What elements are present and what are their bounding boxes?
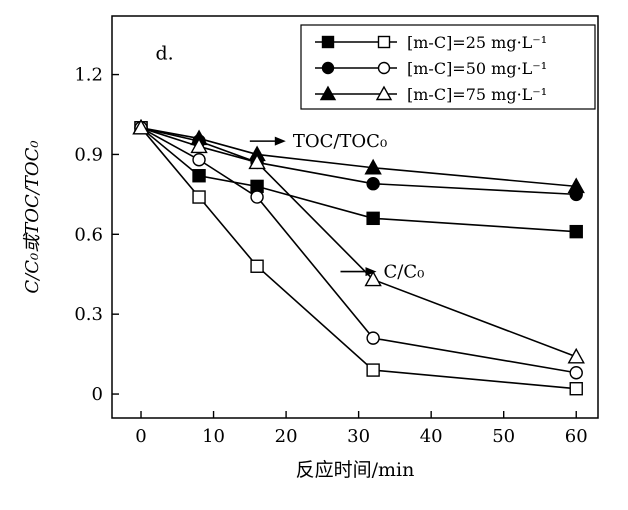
open-square-marker	[366, 363, 380, 377]
filled-square-marker	[569, 224, 583, 239]
open-square-marker	[377, 35, 391, 49]
open-triangle-marker	[190, 137, 208, 154]
x-tick-label: 30	[347, 426, 370, 447]
y-tick-label: 0.3	[74, 304, 103, 325]
axis-titles: 反应时间/min C/C₀或TOC/TOC₀	[22, 140, 414, 481]
annotation-arrowhead	[365, 267, 377, 277]
filled-triangle-marker	[319, 85, 337, 101]
x-axis-title: 反应时间/min	[296, 459, 415, 481]
filled-square-marker	[366, 211, 380, 226]
legend-label: [m-C]=75 mg·L⁻¹	[407, 85, 547, 104]
open-circle-marker	[377, 61, 391, 75]
open-triangle-marker	[364, 270, 382, 287]
y-tick-label: 0.9	[74, 144, 103, 165]
legend-label: [m-C]=50 mg·L⁻¹	[407, 59, 547, 78]
open-circle-marker	[250, 190, 264, 204]
open-circle-marker	[192, 153, 206, 167]
x-tick-label: 10	[202, 426, 225, 447]
open-square-marker	[250, 259, 264, 273]
series-triangle-open	[132, 118, 585, 364]
filled-triangle-marker	[364, 158, 382, 175]
x-tick-label: 0	[135, 426, 146, 447]
series-circle-open	[134, 121, 583, 380]
filled-circle-marker	[366, 177, 380, 191]
y-axis: 0 0.3 0.6 0.9 1.2	[74, 65, 119, 405]
x-tick-label: 60	[565, 426, 588, 447]
annotation-text: C/C₀	[383, 262, 424, 283]
open-triangle-marker	[248, 153, 266, 170]
y-tick-label: 0.6	[74, 224, 103, 245]
panel-label: d.	[156, 42, 174, 64]
x-tick-label: 50	[492, 426, 515, 447]
open-circle-marker	[366, 331, 380, 345]
filled-triangle-marker	[567, 177, 585, 194]
x-axis: 0 10 20 30 40 50 60	[135, 411, 588, 447]
annotations: TOC/TOC₀ C/C₀	[249, 131, 424, 283]
open-square-marker	[569, 382, 583, 396]
open-triangle-marker	[132, 118, 150, 135]
legend: [m-C]=25 mg·L⁻¹ [m-C]=50 mg·L⁻¹ [m-C]=75 m…	[300, 24, 596, 110]
legend-label: [m-C]=25 mg·L⁻¹	[407, 33, 547, 52]
filled-square-marker	[192, 169, 206, 183]
x-tick-label: 20	[275, 426, 298, 447]
open-triangle-marker	[375, 85, 393, 101]
open-triangle-marker	[567, 347, 585, 364]
y-tick-label: 0	[92, 384, 103, 405]
y-tick-label: 1.2	[74, 65, 103, 86]
y-axis-title: C/C₀或TOC/TOC₀	[22, 140, 43, 293]
x-tick-label: 40	[420, 426, 443, 447]
filled-circle-marker	[321, 61, 335, 75]
plot-frame	[111, 15, 599, 419]
open-circle-marker	[569, 366, 583, 380]
open-square-marker	[192, 190, 206, 204]
annotation-text: TOC/TOC₀	[293, 131, 387, 152]
series	[132, 118, 585, 396]
annotation-arrowhead	[274, 136, 286, 146]
filled-square-marker	[321, 35, 335, 49]
panel-label-text: d.	[156, 42, 174, 64]
